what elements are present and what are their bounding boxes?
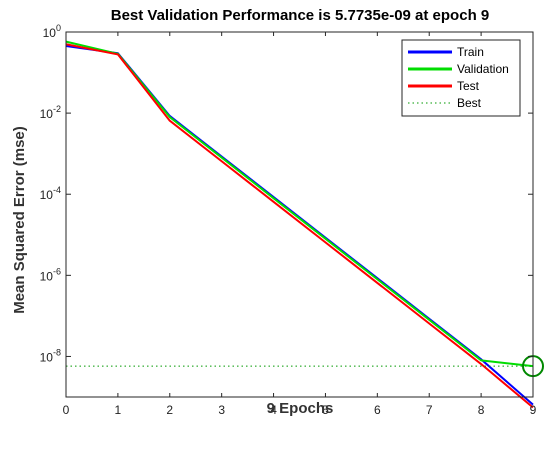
x-tick-label: 9 — [530, 403, 537, 417]
y-tick-label: 10-2 — [40, 104, 61, 121]
legend-label-train: Train — [457, 45, 484, 59]
chart-title: Best Validation Performance is 5.7735e-0… — [111, 7, 490, 24]
y-tick-label: 10-6 — [40, 266, 61, 283]
y-tick-label: 100 — [43, 23, 61, 40]
x-tick-label: 0 — [63, 403, 70, 417]
series-layer — [65, 40, 534, 409]
y-tick-label: 10-8 — [40, 347, 61, 364]
y-axis-ticks: 100 10-2 10-4 10-6 10-8 — [40, 23, 533, 364]
x-axis-ticks: 0 1 2 3 4 5 6 7 8 9 — [63, 32, 537, 417]
legend: Train Validation Test Best — [401, 39, 521, 117]
x-axis-label: 9 Epochs — [267, 400, 334, 417]
x-tick-label: 7 — [426, 403, 433, 417]
plot-frame — [65, 31, 534, 398]
x-tick-label: 3 — [218, 403, 225, 417]
x-tick-label: 2 — [166, 403, 173, 417]
legend-label-best: Best — [457, 96, 482, 110]
legend-label-validation: Validation — [457, 62, 509, 76]
x-tick-label: 6 — [374, 403, 381, 417]
x-tick-label: 8 — [478, 403, 485, 417]
series-line-validation — [65, 40, 534, 368]
legend-label-test: Test — [457, 79, 480, 93]
x-tick-label: 5 — [322, 403, 329, 417]
y-axis-label: Mean Squared Error (mse) — [11, 126, 28, 314]
series-line-test — [65, 43, 534, 409]
y-tick-label: 10-4 — [40, 185, 61, 202]
x-tick-label: 1 — [115, 403, 122, 417]
x-tick-label: 4 — [270, 403, 277, 417]
